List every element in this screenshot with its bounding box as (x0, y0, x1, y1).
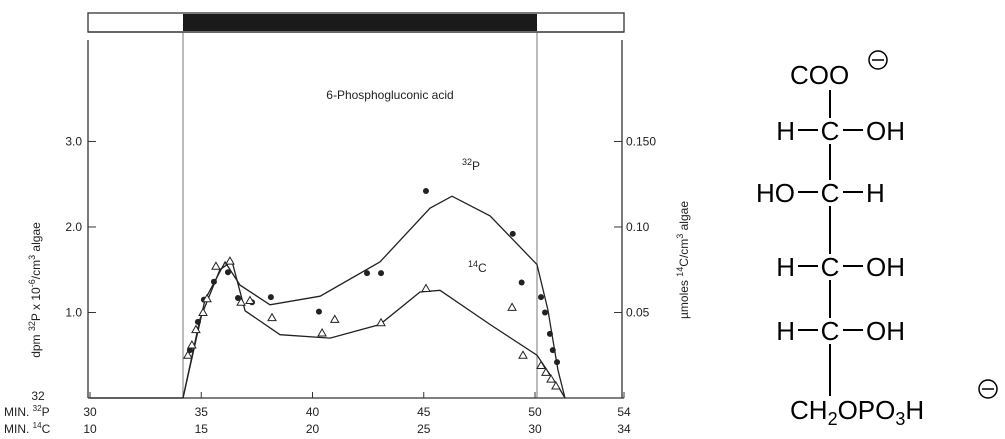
x-tick-label: 30 (83, 405, 97, 419)
data-point (224, 269, 231, 276)
x-tick-label: 54 (617, 405, 631, 419)
data-point (554, 359, 561, 366)
substituent-left: HO (756, 178, 795, 208)
y-tick-label: 1.0 (65, 305, 82, 319)
data-point (376, 317, 386, 327)
x-row-label: MIN. 14C (4, 421, 51, 436)
data-point (518, 279, 525, 286)
fit-curve (182, 260, 566, 399)
data-point (317, 328, 327, 337)
data-point (378, 270, 385, 277)
data-point (536, 360, 546, 370)
x2-tick-label: 34 (617, 422, 631, 436)
charge (868, 50, 888, 70)
x-tick-label: 50 (528, 405, 542, 419)
charge (978, 379, 998, 399)
data-point (546, 374, 556, 383)
series-label-text: P (472, 159, 480, 173)
series-label-text: C (478, 261, 487, 275)
series-label-sup: 14 (468, 259, 478, 269)
series-label: 32P (462, 157, 480, 173)
data-point (191, 324, 201, 334)
corner-label: 32 (31, 389, 45, 403)
carbon: C (821, 178, 840, 208)
data-point (421, 283, 431, 293)
chart-title: 6-Phosphogluconic acid (326, 88, 453, 102)
x2-tick-label: 25 (417, 422, 431, 436)
y2-axis-label: µmoles 14C/cm3 algae (675, 201, 691, 319)
data-point (329, 314, 340, 323)
y-tick-label: 3.0 (65, 134, 82, 148)
data-point (225, 256, 235, 265)
x-tick-label: 45 (417, 405, 431, 419)
x2-tick-label: 30 (528, 422, 542, 436)
data-point (202, 293, 212, 303)
substituent-left: H (776, 252, 795, 282)
substituent-right: OH (866, 252, 905, 282)
carboxylate: COO (790, 60, 849, 90)
data-point (549, 347, 556, 354)
data-point (551, 381, 561, 390)
y2-tick-label: 0.10 (626, 220, 650, 234)
x2-tick-label: 15 (195, 422, 209, 436)
data-point (211, 261, 221, 270)
series-label: 14C (468, 259, 487, 275)
data-point (364, 270, 371, 277)
substituent-left: H (776, 116, 795, 146)
data-point (509, 230, 516, 237)
plot: 30 10 35 15 40 20 45 25 50 30 54 34 1.0 2.0 3.0 0.05 0.1… (65, 134, 656, 436)
carbon: C (821, 116, 840, 146)
data-point (315, 308, 322, 315)
carbon: C (821, 316, 840, 346)
x2-tick-label: 20 (306, 422, 320, 436)
substituent-right: H (866, 178, 885, 208)
dark-bar (183, 14, 537, 31)
data-point (507, 302, 517, 311)
data-point (422, 188, 429, 195)
substituent-left: H (776, 316, 795, 346)
carbon: C (821, 252, 840, 282)
substituent-right: OH (866, 316, 905, 346)
x-row-label: MIN. 32P (4, 404, 50, 419)
data-point (198, 307, 208, 316)
series-label-sup: 32 (462, 157, 472, 167)
data-point (267, 294, 274, 301)
data-point (187, 339, 197, 349)
data-point (546, 330, 553, 337)
data-point (183, 350, 193, 359)
data-point (234, 294, 241, 301)
data-point (245, 295, 255, 305)
fit-curve (90, 195, 566, 399)
data-point (267, 312, 277, 322)
x2-tick-label: 10 (83, 422, 97, 436)
substituent-right: OH (866, 116, 905, 146)
phosphate-group: CH2OPO3H (790, 395, 924, 429)
data-point (236, 297, 246, 306)
y2-tick-label: 0.05 (626, 305, 650, 319)
y-tick-label: 2.0 (65, 220, 82, 234)
data-point (541, 367, 551, 376)
y-axis-label: dpm 32P x 10-6/cm3 algae (27, 222, 43, 358)
data-point (538, 294, 545, 301)
data-point (518, 350, 528, 359)
x-tick-label: 35 (195, 405, 209, 419)
data-point (542, 309, 549, 316)
x-tick-label: 40 (306, 405, 320, 419)
y2-tick-label: 0.150 (626, 134, 656, 148)
